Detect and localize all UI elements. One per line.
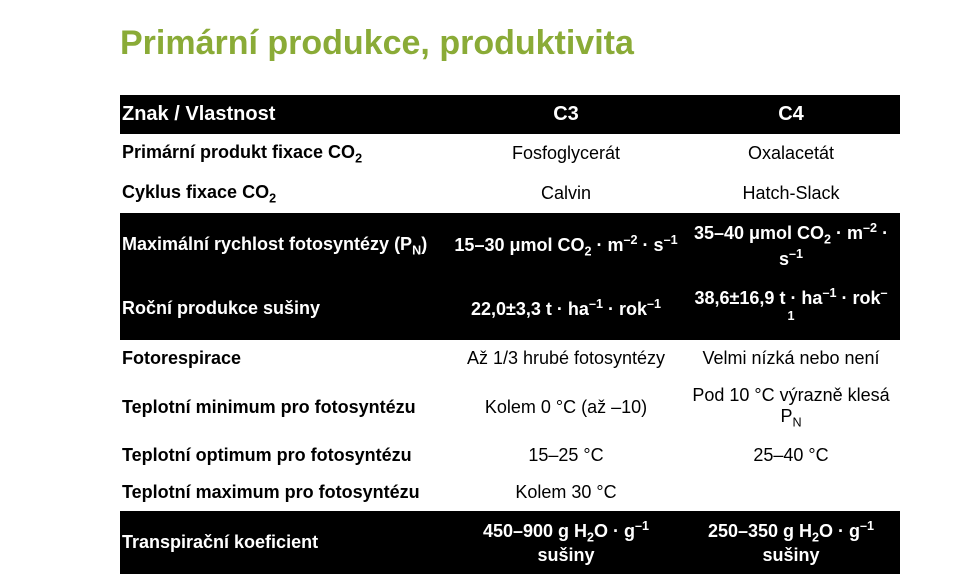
cell-c3: Kolem 30 °C <box>450 474 690 511</box>
table-header-row: Znak / Vlastnost C3 C4 <box>120 95 900 134</box>
cell-c3: 450–900 g H2O · g–1 sušiny <box>450 511 690 574</box>
cell-c3: 15–30 μmol CO2 · m–2 · s–1 <box>450 213 690 278</box>
cell-c3: Fosfoglycerát <box>450 134 690 174</box>
table-row: Teplotní minimum pro fotosyntézu Kolem 0… <box>120 377 900 438</box>
cell-trait: Cyklus fixace CO2 <box>120 174 450 214</box>
table-row: Transpirační koeficient 450–900 g H2O · … <box>120 511 900 574</box>
cell-trait: Teplotní maximum pro fotosyntézu <box>120 474 450 511</box>
cell-trait: Teplotní minimum pro fotosyntézu <box>120 377 450 438</box>
table-row: Primární produkt fixace CO2 Fosfoglycerá… <box>120 134 900 174</box>
table-row: Roční produkce sušiny 22,0±3,3 t · ha–1 … <box>120 278 900 340</box>
cell-c4: 38,6±16,9 t · ha–1 · rok–1 <box>690 278 900 340</box>
cell-c3: Calvin <box>450 174 690 214</box>
table-row: Maximální rychlost fotosyntézy (PN) 15–3… <box>120 213 900 278</box>
table-row: Cyklus fixace CO2 Calvin Hatch-Slack <box>120 174 900 214</box>
cell-trait: Primární produkt fixace CO2 <box>120 134 450 174</box>
cell-c4: Oxalacetát <box>690 134 900 174</box>
cell-c4: Hatch-Slack <box>690 174 900 214</box>
cell-trait: Fotorespirace <box>120 340 450 377</box>
page-title: Primární produkce, produktivita <box>120 24 900 63</box>
col-header-c3: C3 <box>450 95 690 134</box>
cell-trait: Transpirační koeficient <box>120 511 450 574</box>
cell-c3: Až 1/3 hrubé fotosyntézy <box>450 340 690 377</box>
cell-c3: 15–25 °C <box>450 437 690 474</box>
cell-trait: Teplotní optimum pro fotosyntézu <box>120 437 450 474</box>
cell-trait: Maximální rychlost fotosyntézy (PN) <box>120 213 450 278</box>
table-row: Teplotní optimum pro fotosyntézu 15–25 °… <box>120 437 900 474</box>
cell-c4: Pod 10 °C výrazně klesá PN <box>690 377 900 438</box>
cell-c4 <box>690 474 900 511</box>
cell-c3: Kolem 0 °C (až –10) <box>450 377 690 438</box>
table-row: Fotorespirace Až 1/3 hrubé fotosyntézy V… <box>120 340 900 377</box>
cell-c3: 22,0±3,3 t · ha–1 · rok–1 <box>450 278 690 340</box>
comparison-table: Znak / Vlastnost C3 C4 Primární produkt … <box>120 95 900 574</box>
cell-c4: 35–40 μmol CO2 · m–2 · s–1 <box>690 213 900 278</box>
cell-trait: Roční produkce sušiny <box>120 278 450 340</box>
col-header-c4: C4 <box>690 95 900 134</box>
slide: Primární produkce, produktivita Znak / V… <box>0 0 960 556</box>
table-row: Teplotní maximum pro fotosyntézu Kolem 3… <box>120 474 900 511</box>
cell-c4: 25–40 °C <box>690 437 900 474</box>
cell-c4: Velmi nízká nebo není <box>690 340 900 377</box>
col-header-trait: Znak / Vlastnost <box>120 95 450 134</box>
cell-c4: 250–350 g H2O · g–1 sušiny <box>690 511 900 574</box>
